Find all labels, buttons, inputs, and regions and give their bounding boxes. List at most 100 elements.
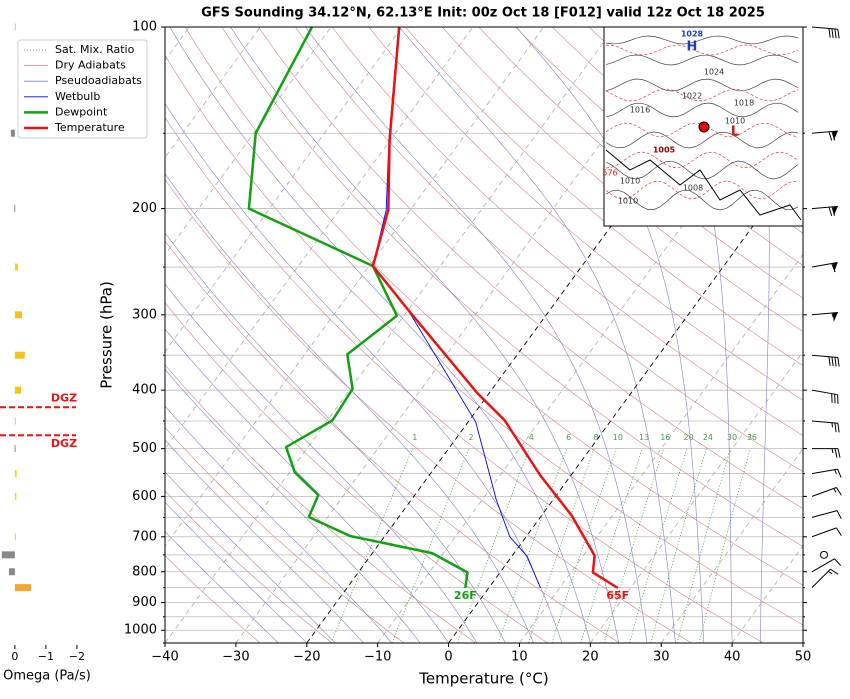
barb-shaft	[811, 568, 831, 588]
mixing-ratio-line	[698, 448, 751, 643]
location-marker	[698, 121, 710, 133]
isotherm	[590, 350, 803, 643]
barb-full	[837, 357, 840, 367]
map-contour	[605, 88, 799, 102]
barb-shaft	[811, 468, 838, 475]
mixing-ratio-label: 13	[639, 433, 649, 442]
omega-bar	[14, 205, 16, 213]
legend: Sat. Mix. Ratio Dry Adiabats Pseudoadiabat…	[17, 39, 148, 139]
wind-barb	[812, 448, 841, 458]
calm	[820, 550, 828, 559]
barb-full	[831, 28, 834, 38]
wind-barb	[811, 312, 838, 322]
isotherm	[165, 27, 474, 450]
barb-full	[834, 422, 837, 433]
wind-barb	[811, 389, 839, 404]
pseudoadiabat	[169, 27, 591, 643]
dgz-label: DGZ	[51, 437, 77, 450]
pseudoadiabat	[165, 328, 449, 643]
mixing-ratio-label: 10	[613, 433, 623, 442]
inset-map: 1028H10241022101810161010L10051008101010…	[602, 26, 804, 227]
y-tick-label: 1000	[124, 623, 157, 638]
map-contour	[605, 44, 799, 56]
omega-bar	[14, 417, 16, 425]
barb-full	[836, 510, 842, 520]
map-coast	[605, 149, 802, 221]
wind-barb	[811, 26, 840, 39]
dry-adiabat	[221, 27, 803, 547]
isotherm	[165, 27, 403, 353]
barb-full	[834, 357, 837, 367]
map-label: 1010	[620, 177, 640, 186]
map-label: 1028	[681, 30, 704, 39]
barb-half	[831, 312, 834, 318]
isotherm	[165, 27, 616, 643]
dry-adiabat	[405, 27, 803, 366]
omega-tick-label: −2	[69, 650, 85, 663]
mixing-ratio-line	[629, 448, 688, 643]
omega-bar	[14, 386, 22, 394]
mixing-ratio-label: 2	[468, 433, 473, 442]
isotherm	[448, 156, 803, 643]
sounding-line	[247, 27, 469, 589]
barb-full	[834, 558, 842, 566]
map-contour	[605, 35, 799, 45]
mixing-ratio-line	[650, 448, 707, 643]
map-contour	[605, 131, 799, 149]
mixing-ratio-line	[603, 448, 664, 643]
map-contour	[605, 160, 799, 180]
map-contour	[605, 180, 799, 200]
barb-full	[834, 28, 837, 39]
barb-shaft	[811, 527, 837, 538]
barb-shaft	[811, 205, 838, 210]
mixing-ratio-label: 30	[727, 433, 737, 442]
y-tick-label: 900	[132, 595, 157, 610]
map-contour	[605, 151, 799, 169]
mixing-ratio-label: 4	[529, 433, 534, 442]
wind-barb	[811, 354, 840, 367]
omega-bar	[8, 568, 15, 576]
legend-label: Sat. Mix. Ratio	[55, 43, 135, 56]
y-axis-label: Pressure (hPa)	[98, 281, 116, 389]
pseudoadiabat	[515, 27, 705, 643]
x-tick-label: −20	[293, 650, 320, 665]
map-label: 1024	[704, 68, 724, 77]
y-tick-label: 200	[132, 201, 157, 216]
barb-shaft	[811, 130, 838, 134]
pseudoadiabat	[165, 439, 364, 643]
plot-frame	[164, 26, 804, 644]
y-tick-label: 400	[132, 383, 157, 398]
barb-shaft	[811, 558, 835, 573]
isotherm	[306, 27, 757, 643]
x-tick-label: 10	[511, 650, 528, 665]
map-label: 1018	[734, 99, 754, 108]
y-tick-label: 800	[132, 564, 157, 579]
omega-bar	[14, 492, 17, 500]
sounding-line	[372, 27, 541, 589]
pseudoadiabat	[165, 283, 478, 643]
map-contour	[605, 189, 799, 211]
isotherm	[377, 59, 803, 643]
x-tick-label: 50	[795, 650, 812, 665]
pseudoadiabat	[165, 232, 506, 643]
chart-title: GFS Sounding 34.12°N, 62.13°E Init: 00z …	[201, 6, 765, 21]
barb-full	[837, 448, 841, 458]
dry-adiabat	[368, 27, 803, 401]
mixing-ratio-line	[676, 448, 731, 643]
barb-full	[831, 356, 834, 367]
barb-full	[836, 527, 842, 536]
barb-half	[831, 422, 834, 428]
pseudoadiabat	[230, 27, 619, 643]
isotherm	[660, 448, 803, 643]
omega-bar	[14, 584, 32, 592]
omega-tick-label: 0	[11, 650, 18, 663]
barb-shaft	[811, 487, 837, 497]
wind-barb	[811, 510, 842, 520]
map-label: 1008	[683, 184, 703, 193]
pseudoadiabat	[165, 368, 421, 643]
barb-shaft	[811, 312, 838, 316]
barb-full	[828, 206, 833, 217]
map-label: 576	[602, 169, 617, 178]
